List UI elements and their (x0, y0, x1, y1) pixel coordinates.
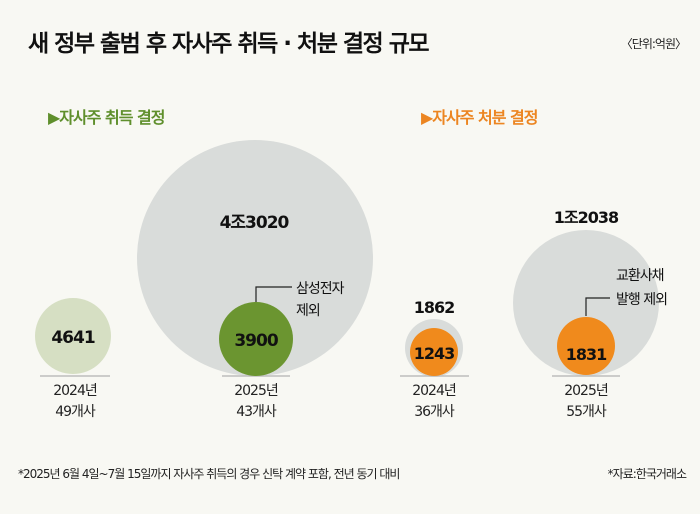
leader-line (255, 286, 292, 302)
section-label-disposal: ▶자사주 처분 결정 (421, 108, 538, 127)
year-label: 2025년 (234, 383, 278, 399)
year-label: 2024년 (53, 383, 97, 399)
bubble-excluding (219, 302, 293, 376)
count-label: 36개사 (414, 404, 455, 420)
footnote: *2025년 6월 4일~7월 15일까지 자사주 취득의 경우 신탁 계약 포… (18, 467, 400, 481)
total-label: 1862 (414, 298, 455, 317)
total-label: 4641 (51, 328, 94, 348)
excluding-label: 1243 (414, 344, 455, 363)
count-label: 55개사 (566, 404, 607, 420)
bubble-excluding (557, 317, 615, 375)
bubble-total (35, 298, 111, 374)
leader-line (585, 297, 610, 316)
annotation-line2: 제외 (296, 303, 320, 319)
excluding-label: 3900 (234, 331, 278, 351)
chart-title: 새 정부 출범 후 자사주 취득 · 처분 결정 규모 (28, 31, 430, 57)
bubble-total (137, 140, 373, 376)
total-label: 4조3020 (220, 213, 290, 233)
source-label: *자료:한국거래소 (607, 467, 687, 481)
count-label: 43개사 (236, 404, 277, 420)
bubble-acq-2024: 4641 2024년 49개사 (35, 298, 111, 420)
annotation-line1: 삼성전자 (296, 281, 345, 297)
bubble-excluding (410, 328, 458, 376)
total-label: 1조2038 (554, 208, 619, 227)
count-label: 49개사 (55, 404, 96, 420)
annotation-line2: 발행 제외 (616, 292, 667, 308)
excluding-label: 1831 (566, 345, 607, 364)
unit-label: 〈단위:억원〉 (620, 37, 687, 51)
bubble-disp-2025: 1조2038 1831 교환사채 발행 제외 2025년 55개사 (513, 208, 668, 420)
bubble-disp-2024: 1862 1243 2024년 36개사 (400, 298, 469, 420)
section-label-acquisition: ▶자사주 취득 결정 (48, 108, 165, 127)
year-label: 2024년 (412, 383, 456, 399)
annotation-line1: 교환사채 (616, 268, 664, 284)
year-label: 2025년 (564, 383, 608, 399)
bubble-acq-2025: 4조3020 3900 삼성전자 제외 2025년 43개사 (137, 140, 373, 420)
